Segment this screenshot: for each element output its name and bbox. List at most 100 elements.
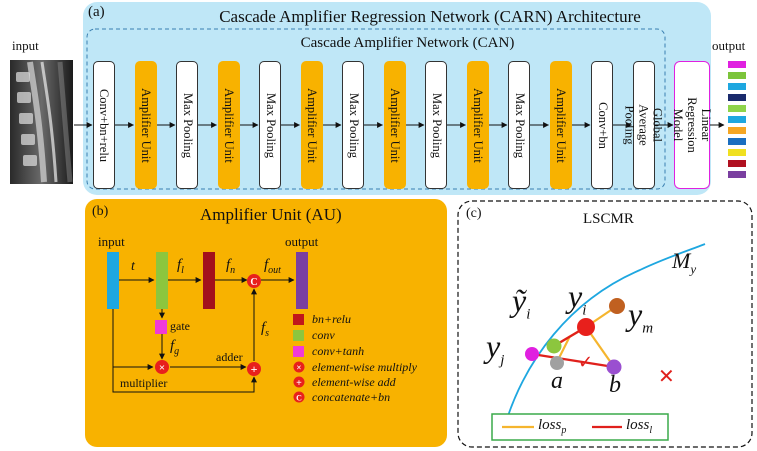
legend-loss-l: lossl (626, 417, 653, 436)
node-yti (546, 338, 562, 354)
output-swatch-7 (728, 127, 746, 134)
node-b (606, 359, 622, 375)
panel-b-title: Amplifier Unit (AU) (200, 205, 342, 224)
can-block-3: Max Pooling (176, 61, 198, 189)
output-swatch-4 (728, 94, 746, 101)
can-block-label: Conv+bn+relu (97, 88, 112, 162)
can-block-label: Max Pooling (180, 92, 195, 158)
panel-b-background (85, 199, 447, 447)
concat-op (247, 274, 261, 288)
can-block-label: Amplifier Unit (471, 87, 486, 163)
manifold-curve (504, 243, 706, 426)
label-yti: ỹi (512, 282, 531, 323)
svg-text:×: × (159, 362, 165, 374)
can-block-label: Amplifier Unit (388, 87, 403, 163)
can-block-label: Amplifier Unit (139, 87, 154, 163)
label-fout: fout (264, 257, 281, 276)
au-legend-label-5: element-wise add (312, 375, 396, 389)
au-output-bar (296, 252, 308, 309)
adder-label: adder (216, 350, 243, 364)
output-swatch-5 (728, 105, 746, 112)
can-block-8: Amplifier Unit (383, 61, 406, 189)
can-block-12: Amplifier Unit (549, 61, 572, 189)
can-block-label: Max Pooling (263, 92, 278, 158)
can-block-label: Conv+bn (595, 101, 610, 149)
amplifier-unit-graph: × + C (107, 252, 308, 393)
can-block-label: Max Pooling (429, 92, 444, 158)
au-input-label: input (98, 234, 125, 249)
output-swatch-1 (728, 61, 746, 68)
label-fl: fl (177, 257, 184, 276)
output-swatch-8 (728, 138, 746, 145)
panel-a-tag: (a) (88, 4, 105, 20)
output-swatch-11 (728, 171, 746, 178)
can-block-2: Amplifier Unit (134, 61, 157, 189)
label-yi: yi (568, 278, 587, 319)
label-fn: fn (226, 257, 236, 276)
au-legend-label-1: bn+relu (312, 312, 351, 326)
can-title: Cascade Amplifier Network (CAN) (300, 35, 515, 51)
output-swatch-2 (728, 72, 746, 79)
node-yj (525, 347, 539, 361)
label-yj: yj (486, 328, 505, 369)
svg-text:+: + (251, 362, 258, 376)
can-block-4: Amplifier Unit (217, 61, 240, 189)
output-swatch-3 (728, 83, 746, 90)
can-block-10: Amplifier Unit (466, 61, 489, 189)
output-swatch-9 (728, 149, 746, 156)
can-block-5: Max Pooling (259, 61, 281, 189)
au-gate-block (155, 320, 167, 334)
output-label: output (712, 38, 746, 53)
label-t: t (131, 259, 135, 274)
can-block-label: Amplifier Unit (305, 87, 320, 163)
can-block-label: Amplifier Unit (222, 87, 237, 163)
can-block-label: Max Pooling (512, 92, 527, 158)
node-a (550, 356, 564, 370)
can-block-6: Amplifier Unit (300, 61, 323, 189)
svg-text:×: × (296, 363, 301, 373)
multiplier-label: multiplier (120, 376, 168, 390)
legend-loss-p: lossp (538, 417, 567, 436)
au-bn-relu-bar (203, 252, 215, 309)
panel-b-tag: (b) (92, 204, 109, 219)
can-block-7: Max Pooling (342, 61, 364, 189)
check-mark: ✓ (578, 352, 594, 373)
svg-text:C: C (250, 277, 257, 288)
input-label: input (12, 38, 39, 53)
node-ym (609, 298, 625, 314)
label-fs: fs (261, 320, 270, 339)
svg-text:+: + (296, 378, 302, 389)
au-conv-bar (156, 252, 168, 309)
can-block-label: Max Pooling (346, 92, 361, 158)
output-color-stack (728, 61, 746, 178)
multiply-op (155, 360, 169, 374)
au-legend-markers: × + C (293, 314, 305, 403)
au-legend-label-3: conv+tanh (312, 344, 365, 358)
manifold-graph (504, 243, 706, 426)
au-legend-label-6: concatenate+bn (312, 390, 391, 404)
output-swatch-6 (728, 116, 746, 123)
can-block-label: Amplifier Unit (554, 87, 569, 163)
can-block-9: Max Pooling (425, 61, 447, 189)
panel-a-title: Cascade Amplifier Regression Network (CA… (219, 7, 641, 26)
au-legend-label-2: conv (312, 328, 335, 342)
linear-regression-block: Linear Regression Model (671, 61, 714, 189)
cross-mark: ✕ (658, 364, 675, 388)
can-block-13: Conv+bn (591, 61, 613, 189)
svg-text:C: C (296, 394, 302, 403)
label-ym: ym (628, 296, 654, 337)
au-legend-label-4: element-wise multiply (312, 360, 417, 374)
can-block-11: Max Pooling (508, 61, 530, 189)
au-input-bar (107, 252, 119, 309)
node-yi (577, 318, 595, 336)
linear-regression-label: Linear Regression Model (671, 97, 714, 153)
panel-c-tag: (c) (466, 206, 482, 221)
output-swatch-10 (728, 160, 746, 167)
can-block-1: Conv+bn+relu (93, 61, 115, 189)
add-op (247, 362, 261, 376)
can-dashed-box (86, 28, 666, 190)
panel-c-title: LSCMR (583, 211, 634, 227)
label-b: b (609, 372, 621, 398)
mri-input-image (10, 60, 73, 184)
